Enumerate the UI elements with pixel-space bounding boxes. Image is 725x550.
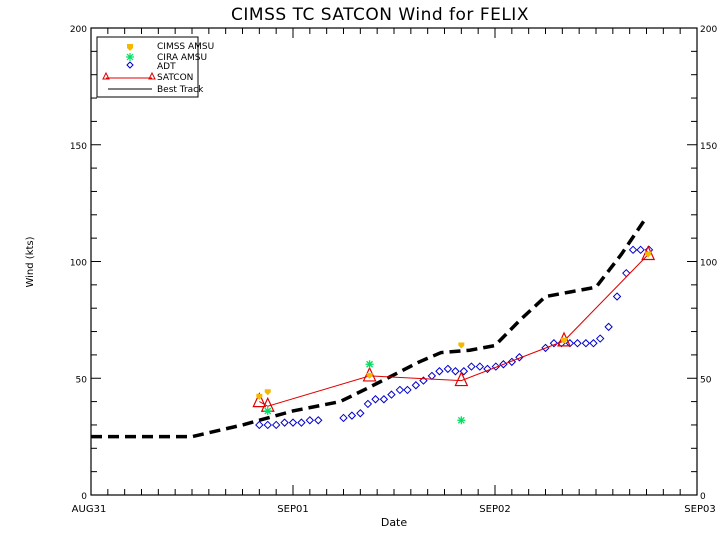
adt-point xyxy=(305,416,315,425)
plot-frame xyxy=(90,27,698,496)
chart-title: CIMSS TC SATCON Wind for FELIX xyxy=(231,5,529,25)
y-tick-label-right: 200 xyxy=(700,25,717,35)
adt-point xyxy=(339,413,348,423)
cimss-amsu-point xyxy=(561,337,568,344)
series-cimss-amsu xyxy=(256,251,652,400)
y-tick-label: 100 xyxy=(70,259,87,269)
series-cira-amsu xyxy=(263,360,466,425)
x-tick-label: SEP03 xyxy=(684,504,715,515)
adt-point xyxy=(467,362,476,371)
y-axis-label: Wind (kts) xyxy=(25,236,36,287)
legend-box xyxy=(96,36,199,98)
cimss-amsu-point xyxy=(458,342,465,349)
cimss-amsu-point xyxy=(264,389,271,396)
adt-point xyxy=(612,292,622,301)
cimss-amsu-point xyxy=(256,393,263,400)
series-adt xyxy=(255,245,654,430)
adt-point xyxy=(604,322,613,332)
satcon-point xyxy=(454,371,469,387)
legend-cimss-amsu-marker xyxy=(127,44,133,51)
y-tick-label-right: 50 xyxy=(700,375,712,385)
legend: CIMSS AMSU CIRA AMSU ADT SATCON Best Tra… xyxy=(96,36,214,98)
adt-point xyxy=(435,367,444,376)
adt-point xyxy=(314,416,323,425)
y-tick-label-right: 150 xyxy=(700,142,717,152)
adt-point xyxy=(411,381,421,390)
adt-point xyxy=(288,418,298,427)
x-tick-label: AUG31 xyxy=(72,504,107,515)
y-tick-label-right: 100 xyxy=(700,259,717,269)
adt-point xyxy=(419,376,428,385)
series-best-track xyxy=(91,216,648,439)
legend-label-cira-amsu: CIRA AMSU xyxy=(157,53,207,63)
adt-point xyxy=(507,357,517,367)
series-satcon xyxy=(252,245,656,412)
y-tick-label: 150 xyxy=(70,142,87,152)
adt-point xyxy=(459,367,469,376)
adt-point xyxy=(515,353,524,362)
legend-satcon-marker xyxy=(102,71,156,80)
y-tick-label: 200 xyxy=(70,25,87,35)
legend-label-satcon: SATCON xyxy=(157,73,193,83)
adt-point xyxy=(628,245,638,255)
y-tick-label-right: 0 xyxy=(700,492,706,502)
adt-point xyxy=(549,339,559,348)
y-tick-labels: 0 0 50 50 100 100 150 150 200 200 xyxy=(70,25,718,502)
adt-point xyxy=(581,339,591,348)
adt-point xyxy=(491,362,501,371)
legend-adt-marker xyxy=(126,61,134,69)
adt-point xyxy=(263,420,272,430)
adt-point xyxy=(565,339,575,348)
legend-label-best-track: Best Track xyxy=(157,85,204,95)
adt-point xyxy=(475,362,485,371)
adt-point xyxy=(363,399,373,409)
satcon-point xyxy=(252,392,267,408)
satcon-line xyxy=(259,254,649,407)
adt-point xyxy=(280,418,289,427)
adt-point xyxy=(347,411,357,420)
adt-point xyxy=(443,364,453,374)
adt-point xyxy=(395,385,405,395)
legend-label-adt: ADT xyxy=(157,62,176,72)
cira-amsu-point xyxy=(457,416,466,425)
adt-point xyxy=(451,367,460,376)
adt-point xyxy=(427,371,437,381)
adt-point xyxy=(387,390,396,399)
adt-point xyxy=(573,339,582,348)
y-tick-label: 50 xyxy=(76,375,88,385)
adt-point xyxy=(403,385,412,395)
x-tick-labels: AUG31 SEP01 SEP02 SEP03 xyxy=(72,504,716,515)
adt-point xyxy=(356,409,365,418)
cira-amsu-point xyxy=(365,360,374,369)
x-axis-label: Date xyxy=(381,516,408,529)
adt-point xyxy=(483,364,492,374)
adt-point xyxy=(596,334,605,343)
legend-cira-amsu-marker xyxy=(126,53,134,61)
adt-point xyxy=(589,339,598,348)
adt-point xyxy=(636,245,645,255)
adt-point xyxy=(622,268,631,278)
axis-ticks xyxy=(90,27,698,496)
adt-point xyxy=(379,395,389,404)
cimss-amsu-point xyxy=(645,251,652,258)
adt-point xyxy=(271,420,281,430)
cimss-amsu-point xyxy=(366,372,373,379)
x-tick-label: SEP02 xyxy=(479,504,510,515)
adt-point xyxy=(255,420,264,430)
best-track-line xyxy=(91,216,648,439)
adt-point xyxy=(371,395,380,404)
adt-point xyxy=(297,418,306,427)
y-tick-label: 0 xyxy=(81,492,87,502)
series-layer xyxy=(91,216,656,439)
cira-amsu-point xyxy=(263,406,272,415)
legend-label-cimss-amsu: CIMSS AMSU xyxy=(157,42,214,52)
x-tick-label: SEP01 xyxy=(277,504,308,515)
